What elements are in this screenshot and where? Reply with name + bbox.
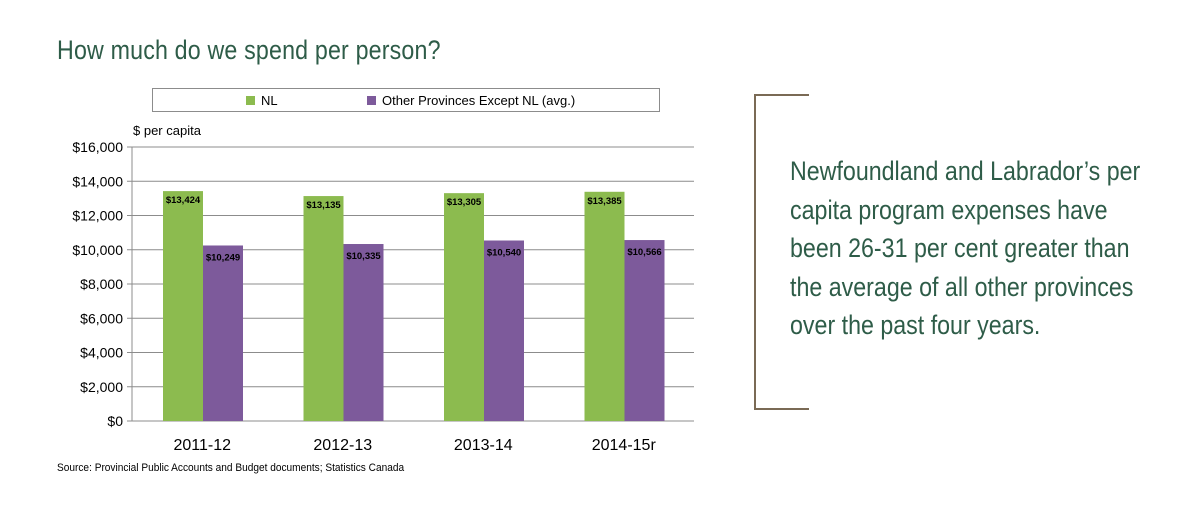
bracket-line-vertical [754, 94, 756, 410]
bar-nl [584, 191, 625, 421]
data-label: $13,135 [306, 200, 341, 211]
legend-swatch-nl [246, 95, 255, 105]
legend-label-nl: NL [261, 92, 278, 108]
bar-other [343, 244, 384, 421]
data-label: $10,566 [627, 247, 661, 258]
data-label: $13,385 [587, 196, 622, 207]
legend-item-other: Other Provinces Except NL (avg.) [367, 93, 575, 108]
legend-item-nl: NL [246, 93, 278, 108]
callout-text: Newfoundland and Labrador’s per capita p… [790, 156, 1141, 340]
x-tick-label: 2013-14 [454, 437, 513, 454]
y-tick-label: $4,000 [80, 345, 123, 361]
y-tick-label: $12,000 [72, 208, 123, 224]
legend-swatch-other [367, 95, 376, 105]
legend-label-other: Other Provinces Except NL (avg.) [382, 92, 576, 108]
x-tick-label: 2014-15r [592, 437, 657, 454]
y-tick-label: $2,000 [80, 379, 123, 395]
y-axis-label: $ per capita [133, 123, 201, 138]
bar-other [203, 245, 243, 421]
bar-nl [444, 193, 484, 421]
y-tick-label: $6,000 [80, 310, 123, 326]
bar-nl [163, 191, 203, 421]
bracket-line-top [754, 94, 809, 96]
bar-chart: $0 $2,000 $4,000 $6,000 $8,000 $10,000 $12,000… [72, 139, 694, 454]
y-tick-label: $8,000 [80, 276, 123, 292]
chart-legend: NL Other Provinces Except NL (avg.) [152, 88, 660, 112]
bracket-line-bottom [754, 408, 809, 410]
y-tick-label: $10,000 [72, 242, 123, 258]
data-label: $13,305 [447, 197, 482, 208]
source-note: Source: Provincial Public Accounts and B… [57, 462, 405, 474]
data-label: $10,335 [346, 251, 381, 262]
chart-title: How much do we spend per person? [57, 35, 441, 65]
bar-other [624, 240, 665, 421]
y-tick-label: $0 [107, 413, 123, 429]
data-label: $10,249 [206, 252, 240, 263]
data-label: $10,540 [487, 248, 521, 259]
bar-nl [303, 196, 344, 421]
x-tick-label: 2012-13 [313, 437, 372, 454]
y-tick-label: $14,000 [72, 173, 123, 189]
y-tick-label: $16,000 [72, 139, 123, 155]
x-tick-label: 2011-12 [173, 437, 231, 454]
data-label: $13,424 [166, 195, 201, 206]
bar-other [484, 240, 524, 421]
